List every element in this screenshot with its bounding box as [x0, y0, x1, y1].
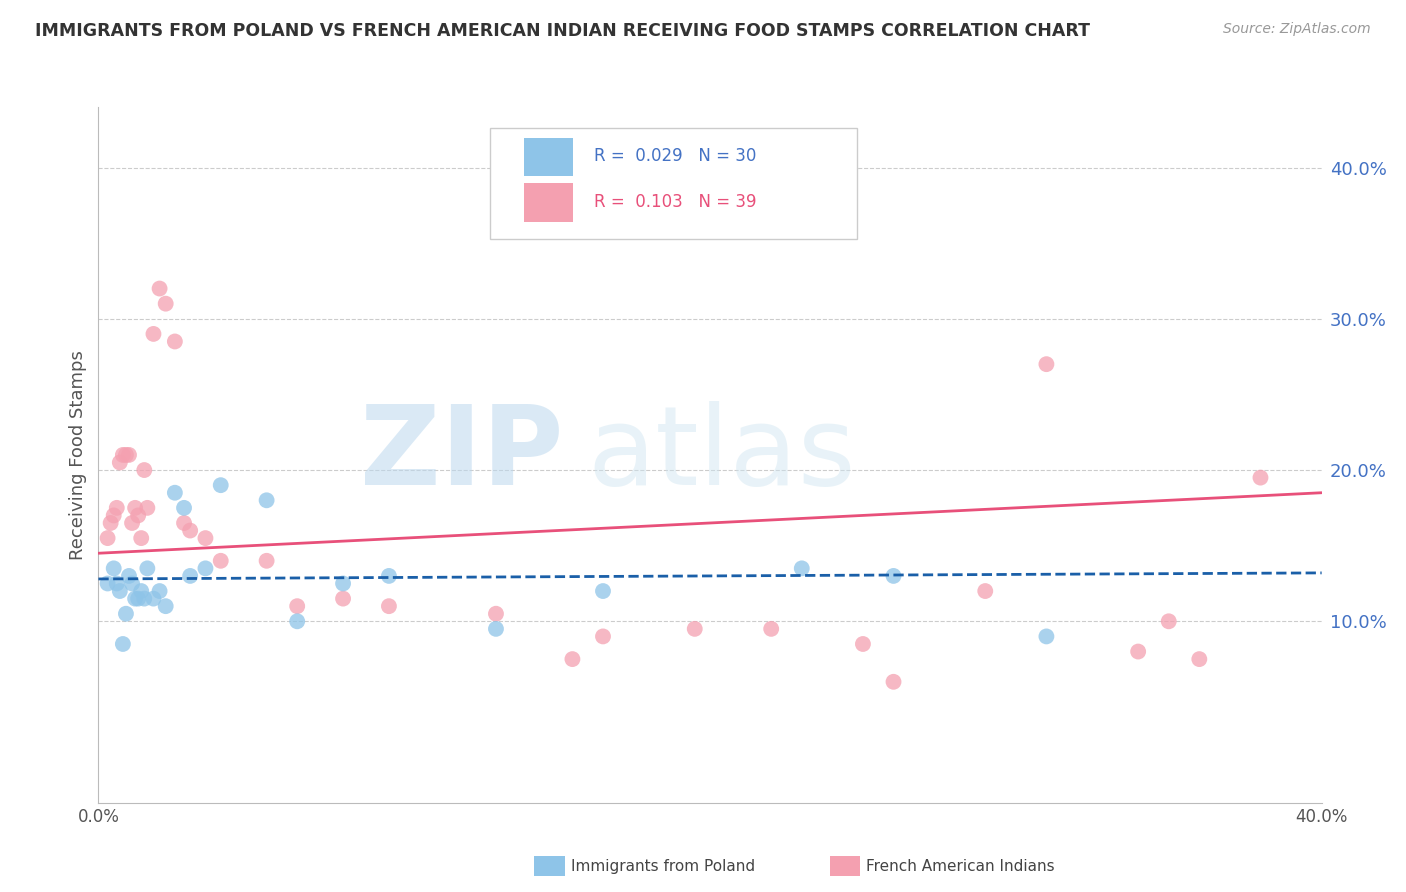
Text: atlas: atlas [588, 401, 856, 508]
Point [1035, 629, 1057, 643]
Point [209, 554, 232, 568]
Point [155, 296, 177, 310]
Point [103, 561, 125, 575]
Point [683, 622, 706, 636]
Point [592, 584, 614, 599]
Point [127, 508, 149, 523]
Y-axis label: Receiving Food Stamps: Receiving Food Stamps [69, 350, 87, 560]
Point [485, 622, 508, 636]
Point [852, 637, 875, 651]
Point [179, 569, 201, 583]
FancyBboxPatch shape [524, 184, 574, 222]
Text: R =  0.103   N = 39: R = 0.103 N = 39 [593, 194, 756, 211]
Point [118, 448, 141, 462]
Point [124, 500, 146, 515]
Point [118, 569, 141, 583]
Point [108, 584, 131, 599]
Point [378, 599, 401, 614]
Point [111, 637, 134, 651]
Point [121, 576, 143, 591]
Point [111, 448, 134, 462]
Point [121, 516, 143, 530]
Point [1157, 615, 1180, 629]
Point [129, 584, 152, 599]
Point [163, 485, 186, 500]
Point [134, 591, 156, 606]
Point [142, 591, 165, 606]
Point [105, 576, 128, 591]
Point [194, 531, 217, 545]
Point [163, 334, 186, 349]
Text: R =  0.029   N = 30: R = 0.029 N = 30 [593, 147, 756, 165]
Point [332, 591, 354, 606]
Point [1128, 644, 1150, 658]
Point [592, 629, 614, 643]
Point [136, 561, 159, 575]
Point [115, 448, 138, 462]
Point [136, 500, 159, 515]
Text: French American Indians: French American Indians [866, 859, 1054, 873]
Point [173, 516, 195, 530]
Text: Source: ZipAtlas.com: Source: ZipAtlas.com [1223, 22, 1371, 37]
FancyBboxPatch shape [489, 128, 856, 239]
Text: IMMIGRANTS FROM POLAND VS FRENCH AMERICAN INDIAN RECEIVING FOOD STAMPS CORRELATI: IMMIGRANTS FROM POLAND VS FRENCH AMERICA… [35, 22, 1090, 40]
Point [194, 561, 217, 575]
Point [179, 524, 201, 538]
Point [485, 607, 508, 621]
Point [105, 500, 128, 515]
Point [1249, 470, 1271, 484]
Point [561, 652, 583, 666]
Point [134, 463, 156, 477]
Point [1188, 652, 1211, 666]
Point [127, 591, 149, 606]
Point [332, 576, 354, 591]
Point [974, 584, 997, 599]
Point [883, 569, 905, 583]
Point [285, 599, 308, 614]
Point [209, 478, 232, 492]
Point [124, 591, 146, 606]
Point [103, 508, 125, 523]
Point [115, 607, 138, 621]
Point [149, 281, 172, 295]
Point [1035, 357, 1057, 371]
Point [129, 531, 152, 545]
Point [149, 584, 172, 599]
Point [108, 455, 131, 469]
Point [97, 531, 120, 545]
Point [759, 622, 782, 636]
Point [378, 569, 401, 583]
Point [256, 554, 278, 568]
FancyBboxPatch shape [524, 137, 574, 176]
Point [155, 599, 177, 614]
Text: ZIP: ZIP [360, 401, 564, 508]
Point [142, 326, 165, 341]
Point [173, 500, 195, 515]
Point [285, 615, 308, 629]
Point [97, 576, 120, 591]
Point [790, 561, 813, 575]
Point [256, 493, 278, 508]
Text: Immigrants from Poland: Immigrants from Poland [571, 859, 755, 873]
Point [100, 516, 122, 530]
Point [883, 674, 905, 689]
